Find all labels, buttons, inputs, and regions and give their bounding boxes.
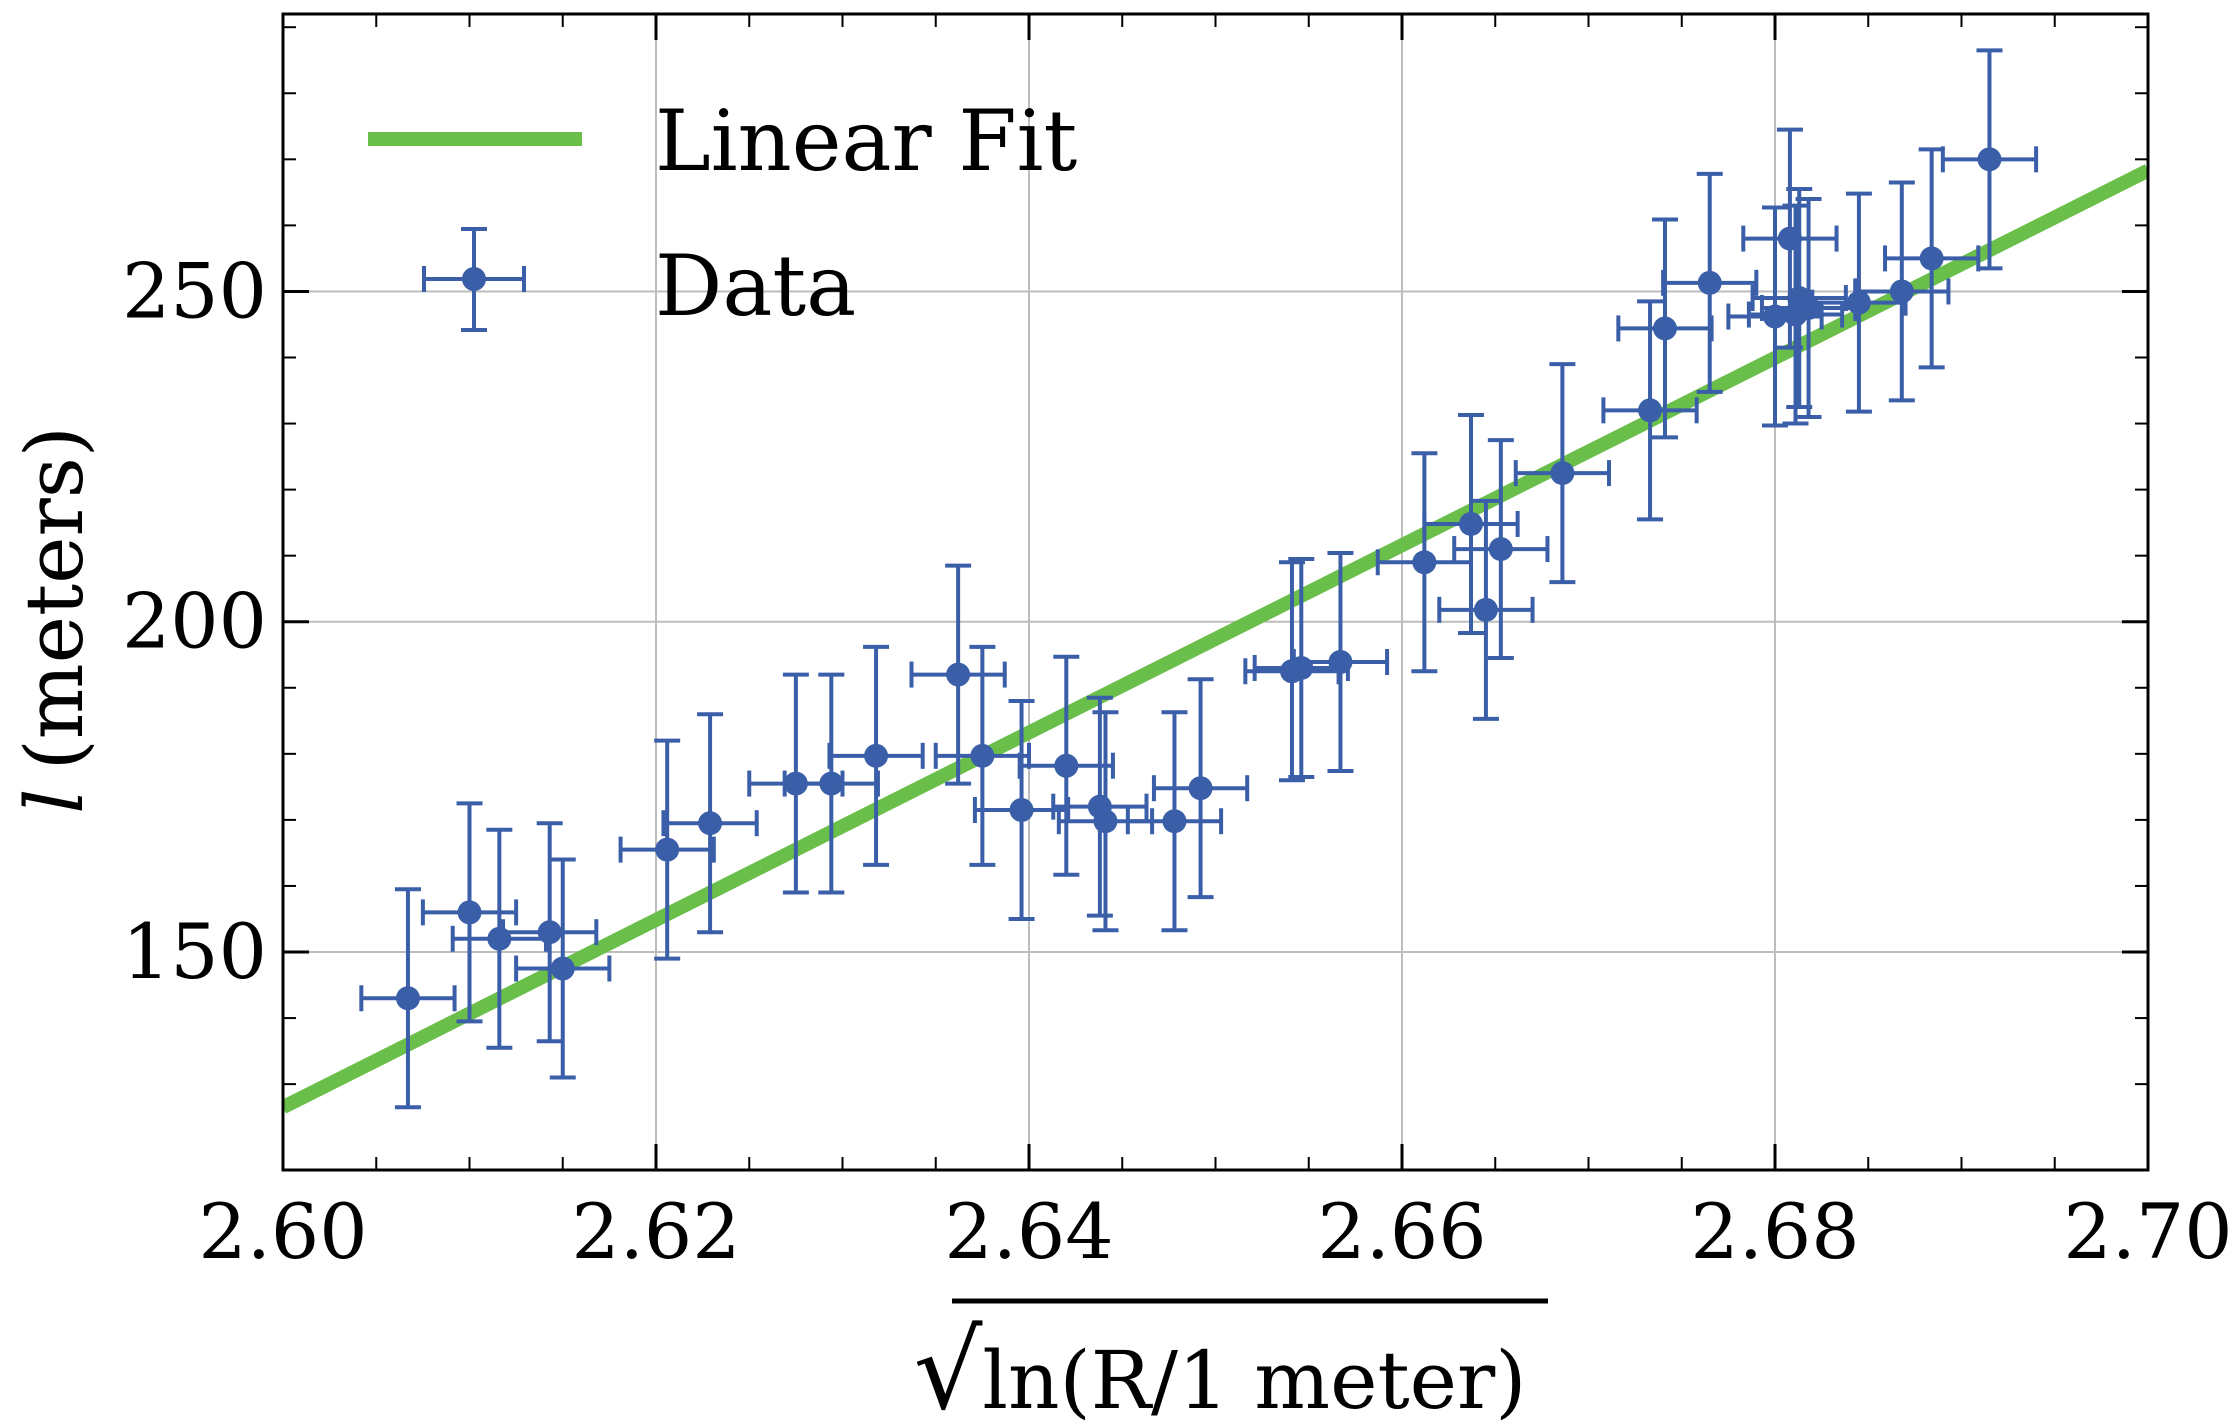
- tick-labels: 2.60 2.62 2.64 2.66 2.68 2.70 150 200 250: [122, 246, 2233, 1276]
- data-marker: [1652, 316, 1677, 341]
- data-marker: [1473, 597, 1498, 622]
- axis-ticks: [281, 14, 2150, 1170]
- data-point: [1017, 654, 1115, 877]
- data-point: [1601, 299, 1699, 522]
- data-point: [450, 827, 548, 1050]
- data-marker: [946, 662, 971, 687]
- data-point: [782, 672, 880, 895]
- y-axis-symbol: l: [8, 788, 101, 814]
- fit-line-layer: [283, 164, 2148, 1114]
- data-marker: [1093, 809, 1118, 834]
- data-point: [1661, 171, 1759, 394]
- data-marker: [1054, 753, 1079, 778]
- data-marker: [537, 920, 562, 945]
- data-points-layer: [359, 48, 2039, 1110]
- data-point: [1513, 362, 1612, 585]
- x-axis-title: √ln(R/1 meter): [914, 1309, 1527, 1424]
- legend-data-label: Data: [655, 237, 856, 335]
- data-point: [618, 738, 716, 961]
- x-tick-label: 2.66: [1317, 1187, 1486, 1276]
- x-tick-label: 2.60: [198, 1187, 367, 1276]
- data-marker: [1638, 398, 1663, 423]
- data-point: [1883, 147, 1981, 370]
- data-point: [1750, 187, 1848, 410]
- y-tick-label: 200: [122, 577, 267, 666]
- data-point: [933, 644, 1031, 867]
- data-marker: [1889, 279, 1914, 304]
- data-marker: [550, 956, 575, 981]
- data-point: [1151, 677, 1250, 900]
- y-axis-title: l (meters): [8, 426, 101, 814]
- x-axis-label: ln(R/1 meter): [982, 1334, 1526, 1424]
- data-marker: [1188, 776, 1213, 801]
- legend: Linear Fit Data: [368, 92, 1078, 335]
- fit-line: [283, 164, 2148, 1114]
- data-point: [1125, 710, 1224, 933]
- data-point: [1940, 48, 2039, 271]
- data-marker: [1328, 650, 1353, 675]
- x-tick-label: 2.68: [1690, 1187, 1859, 1276]
- data-point: [661, 712, 759, 935]
- data-marker: [819, 771, 844, 796]
- data-point: [514, 857, 612, 1080]
- data-point: [359, 887, 457, 1110]
- data-marker: [1459, 511, 1484, 536]
- data-marker: [1162, 809, 1187, 834]
- data-marker: [864, 743, 889, 768]
- data-point: [1853, 180, 1951, 403]
- legend-fit-label: Linear Fit: [655, 92, 1078, 190]
- data-point: [827, 644, 925, 867]
- data-marker: [1796, 295, 1821, 320]
- data-marker: [1697, 270, 1722, 295]
- data-point: [1291, 551, 1390, 774]
- legend-data-swatch: [422, 227, 526, 332]
- data-marker: [1488, 537, 1513, 562]
- data-marker: [698, 811, 723, 836]
- data-point: [1437, 498, 1535, 721]
- data-point: [1746, 203, 1845, 426]
- x-tick-label: 2.62: [571, 1187, 740, 1276]
- data-marker: [457, 900, 482, 925]
- data-point: [501, 821, 599, 1044]
- data-point: [420, 801, 519, 1024]
- data-point: [909, 563, 1007, 786]
- data-marker: [1977, 147, 2002, 172]
- data-marker: [1846, 290, 1871, 315]
- x-axis-radical: √: [914, 1309, 983, 1424]
- x-tick-label: 2.70: [2063, 1187, 2232, 1276]
- data-marker: [655, 837, 680, 862]
- data-marker: [1009, 797, 1034, 822]
- data-point: [1452, 438, 1550, 661]
- data-marker: [1919, 246, 1944, 271]
- y-tick-label: 150: [122, 907, 267, 996]
- data-point: [1422, 412, 1520, 635]
- y-axis-label: (meters): [8, 426, 101, 770]
- data-marker: [1412, 550, 1437, 575]
- data-marker: [970, 743, 995, 768]
- x-tick-label: 2.64: [944, 1187, 1113, 1276]
- data-marker: [1550, 461, 1575, 486]
- y-tick-label: 250: [122, 246, 267, 335]
- data-marker: [395, 986, 420, 1011]
